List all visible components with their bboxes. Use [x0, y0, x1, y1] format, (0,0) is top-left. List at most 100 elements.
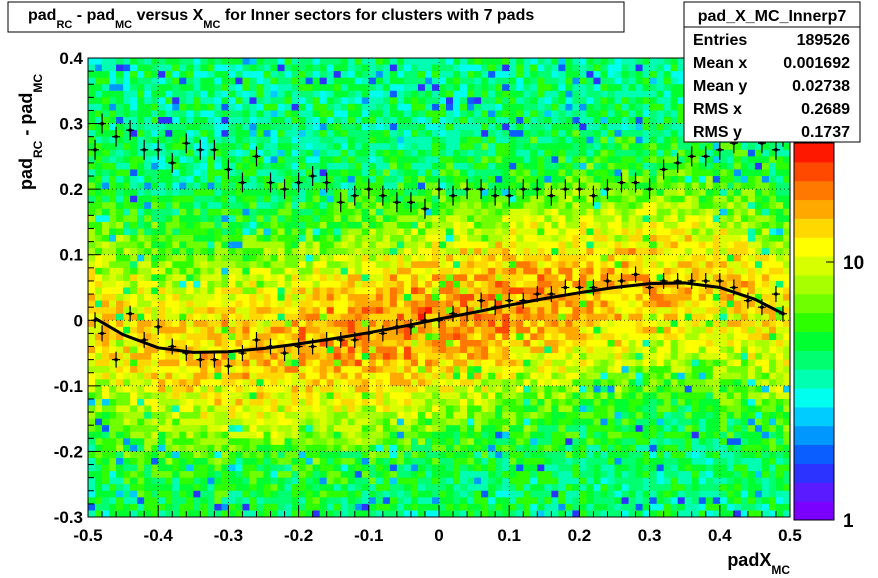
heat-cell [172, 300, 180, 308]
heat-cell [102, 471, 110, 479]
heat-cell [172, 490, 180, 498]
heat-cell [354, 346, 363, 354]
heat-cell [572, 444, 580, 452]
heat-cell [284, 103, 292, 111]
heat-cell [354, 130, 363, 138]
heat-cell [291, 71, 299, 79]
heat-cell [305, 123, 314, 131]
heat-cell [102, 398, 110, 406]
heat-cell [516, 202, 524, 210]
heat-cell [123, 274, 131, 282]
heat-cell [439, 366, 447, 374]
heat-cell [95, 372, 103, 380]
heat-cell [277, 123, 285, 131]
heat-cell [228, 353, 236, 361]
heat-cell [214, 103, 222, 111]
heat-cell [312, 84, 321, 92]
heat-cell [172, 58, 180, 65]
heat-cell [319, 307, 328, 315]
heat-cell [368, 176, 377, 183]
heat-cell [242, 326, 250, 334]
heat-cell [151, 366, 159, 374]
heat-cell [460, 202, 468, 210]
heat-cell [453, 215, 461, 223]
heat-cell [537, 503, 545, 511]
heat-cell [242, 176, 250, 183]
heat-cell [431, 110, 440, 118]
heat-cell [453, 123, 461, 131]
heat-cell [179, 90, 187, 98]
heat-cell [502, 385, 510, 393]
heat-cell [565, 339, 573, 347]
heat-cell [431, 497, 440, 505]
heat-cell [368, 261, 377, 269]
heat-cell [291, 346, 299, 354]
heat-cell [144, 221, 152, 229]
heat-cell [95, 241, 103, 249]
heat-cell [193, 143, 201, 151]
heat-cell [530, 274, 538, 282]
heat-cell [165, 497, 173, 505]
heat-cell [565, 241, 573, 249]
heat-cell [165, 464, 173, 472]
heat-cell [179, 97, 187, 105]
heat-cell [579, 110, 587, 118]
heat-cell [130, 392, 138, 400]
heat-cell [326, 490, 335, 498]
heat-cell [235, 398, 243, 406]
heat-cell [312, 471, 321, 479]
heat-cell [340, 294, 349, 302]
heat-cell [403, 320, 412, 328]
heat-cell [207, 208, 215, 216]
heat-cell [368, 287, 377, 295]
heat-cell [572, 398, 580, 406]
heat-cell [389, 58, 398, 65]
heat-cell [488, 123, 496, 131]
heat-cell [172, 117, 180, 124]
heat-cell [291, 228, 299, 236]
heat-cell [116, 103, 124, 111]
heat-cell [347, 248, 356, 256]
heat-cell [151, 280, 159, 288]
heat-cell [488, 313, 496, 321]
heat-cell [396, 241, 405, 249]
heat-cell [572, 254, 580, 262]
heat-cell [123, 431, 131, 439]
heat-cell [375, 136, 384, 144]
heat-cell [116, 97, 124, 105]
heat-cell [298, 149, 307, 157]
heat-cell [277, 182, 285, 190]
heat-cell [249, 215, 257, 223]
heat-cell [326, 143, 335, 151]
heat-cell [277, 195, 285, 203]
heat-cell [551, 464, 559, 472]
heat-cell [214, 464, 222, 472]
heat-cell [354, 280, 363, 288]
heat-cell [158, 162, 166, 170]
heat-cell [354, 300, 363, 308]
heat-cell [95, 280, 103, 288]
heat-cell [116, 359, 124, 367]
heat-cell [389, 405, 398, 413]
heat-cell [242, 215, 250, 223]
heat-cell [319, 280, 328, 288]
heat-cell [481, 130, 489, 138]
heat-cell [424, 280, 433, 288]
heat-cell [361, 385, 370, 393]
heat-cell [242, 189, 250, 197]
heat-cell [340, 287, 349, 295]
heat-cell [263, 71, 271, 79]
heat-cell [165, 241, 173, 249]
heat-cell [130, 425, 138, 433]
heat-cell [144, 189, 152, 197]
heat-cell [572, 176, 580, 183]
heat-cell [130, 77, 138, 85]
heat-cell [375, 208, 384, 216]
heat-cell [249, 451, 257, 459]
heat-cell [389, 267, 398, 275]
heat-cell [516, 418, 524, 426]
heat-cell [403, 503, 412, 511]
chart-title: padRC - padMC versus XMC for Inner secto… [28, 7, 534, 31]
heat-cell [403, 221, 412, 229]
heat-cell [453, 195, 461, 203]
